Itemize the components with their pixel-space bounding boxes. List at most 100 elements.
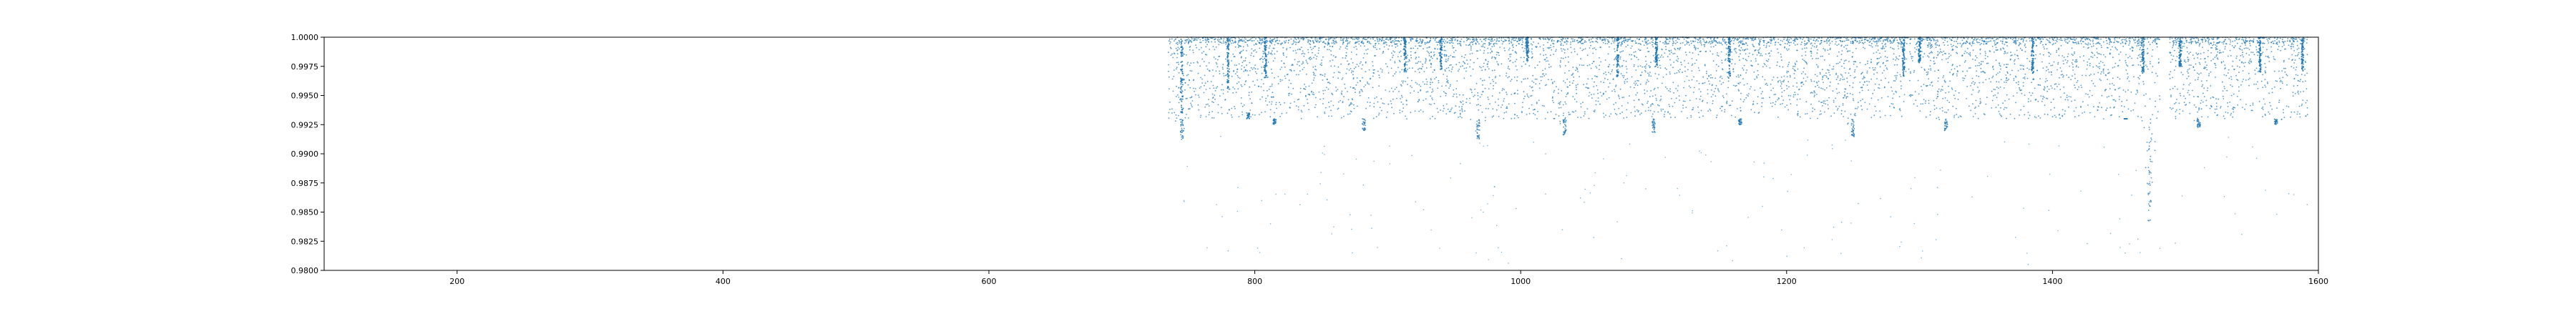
data-point: [1572, 96, 1574, 98]
data-point: [1375, 116, 1377, 118]
data-point: [2009, 113, 2011, 115]
data-point: [1429, 87, 1431, 89]
data-point: [2258, 100, 2260, 102]
data-point: [1726, 93, 1727, 95]
data-point: [1370, 43, 1372, 44]
data-point: [1938, 69, 1939, 71]
data-point: [1790, 95, 1792, 97]
data-point: [1642, 104, 1644, 106]
data-point: [1931, 51, 1933, 52]
data-point: [1984, 51, 1986, 52]
data-point: [1298, 61, 1300, 62]
data-point: [1814, 109, 1815, 110]
data-point: [1379, 107, 1381, 109]
data-point: [2063, 87, 2065, 88]
data-point: [2136, 45, 2138, 46]
data-point: [1637, 59, 1639, 61]
data-point: [1688, 79, 1690, 82]
data-point: [1440, 109, 1441, 112]
data-point: [1696, 80, 1698, 82]
data-point: [2306, 39, 2308, 41]
data-point: [1510, 80, 1512, 82]
data-point: [1490, 52, 1492, 54]
data-point: [1254, 49, 1256, 51]
data-point: [1753, 46, 1755, 48]
data-point: [1362, 42, 1365, 44]
data-point: [1450, 109, 1452, 111]
data-point: [1631, 76, 1633, 78]
data-point: [2098, 38, 2099, 40]
data-point: [1974, 59, 1976, 61]
data-point: [2253, 54, 2255, 56]
data-point: [1574, 39, 1576, 41]
data-point: [1431, 82, 1433, 84]
data-point: [1811, 58, 1813, 59]
data-point: [1936, 41, 1937, 44]
data-point: [2014, 42, 2016, 44]
data-point: [1423, 71, 1425, 72]
data-point: [1708, 41, 1709, 44]
data-point: [1927, 84, 1928, 87]
data-point: [1754, 50, 1756, 52]
data-point: [1328, 82, 1330, 84]
data-point: [1801, 48, 1803, 50]
data-point: [1350, 37, 1352, 39]
data-point: [1975, 65, 1976, 67]
data-point: [1438, 79, 1440, 82]
data-point: [1187, 84, 1189, 86]
data-point: [1672, 67, 1674, 69]
data-point: [1712, 53, 1714, 55]
data-point: [2039, 53, 2041, 55]
data-point: [1647, 39, 1649, 41]
data-point: [2097, 109, 2099, 112]
data-point: [1473, 62, 1475, 64]
data-point: [1249, 62, 1251, 64]
data-point: [1646, 90, 1648, 92]
data-point: [1897, 41, 1899, 44]
data-point: [1614, 108, 1616, 110]
data-point: [1182, 107, 1184, 109]
data-point: [1720, 75, 1722, 77]
data-point: [1251, 91, 1253, 93]
data-point: [2119, 96, 2120, 97]
data-point: [1236, 68, 1239, 70]
data-point: [1860, 72, 1863, 74]
data-point: [1682, 100, 1684, 102]
data-point: [1290, 70, 1292, 72]
data-point: [1379, 77, 1380, 79]
data-point: [1443, 74, 1444, 75]
data-point: [1985, 103, 1987, 105]
data-point: [1930, 68, 1932, 69]
data-point: [1516, 59, 1518, 60]
data-point: [1204, 84, 1205, 87]
data-point: [1168, 117, 1170, 119]
data-point: [1876, 72, 1878, 74]
data-point: [1846, 44, 1848, 46]
data-point: [2242, 52, 2244, 54]
data-point: [1938, 117, 1940, 119]
data-point: [1750, 64, 1752, 67]
data-point: [1717, 55, 1719, 57]
data-point: [2114, 46, 2117, 48]
data-point: [1212, 84, 1214, 87]
data-point: [1894, 80, 1896, 82]
data-point: [1743, 99, 1745, 101]
data-point: [1455, 88, 1458, 89]
data-point: [2045, 78, 2047, 79]
data-point: [1942, 110, 1943, 112]
data-point: [1402, 80, 1405, 82]
data-point: [1297, 49, 1299, 51]
data-point: [1184, 82, 1186, 84]
data-point: [2102, 62, 2104, 64]
data-point: [1842, 79, 1844, 81]
data-point: [2029, 40, 2031, 41]
data-point: [1900, 80, 1902, 82]
data-point: [2306, 107, 2308, 109]
data-point: [1209, 87, 1211, 89]
data-point: [1885, 77, 1886, 79]
data-point: [1327, 88, 1330, 90]
data-point: [1865, 39, 1867, 41]
data-point: [1536, 102, 1538, 104]
data-point: [1460, 43, 1462, 45]
data-point: [2077, 89, 2079, 90]
